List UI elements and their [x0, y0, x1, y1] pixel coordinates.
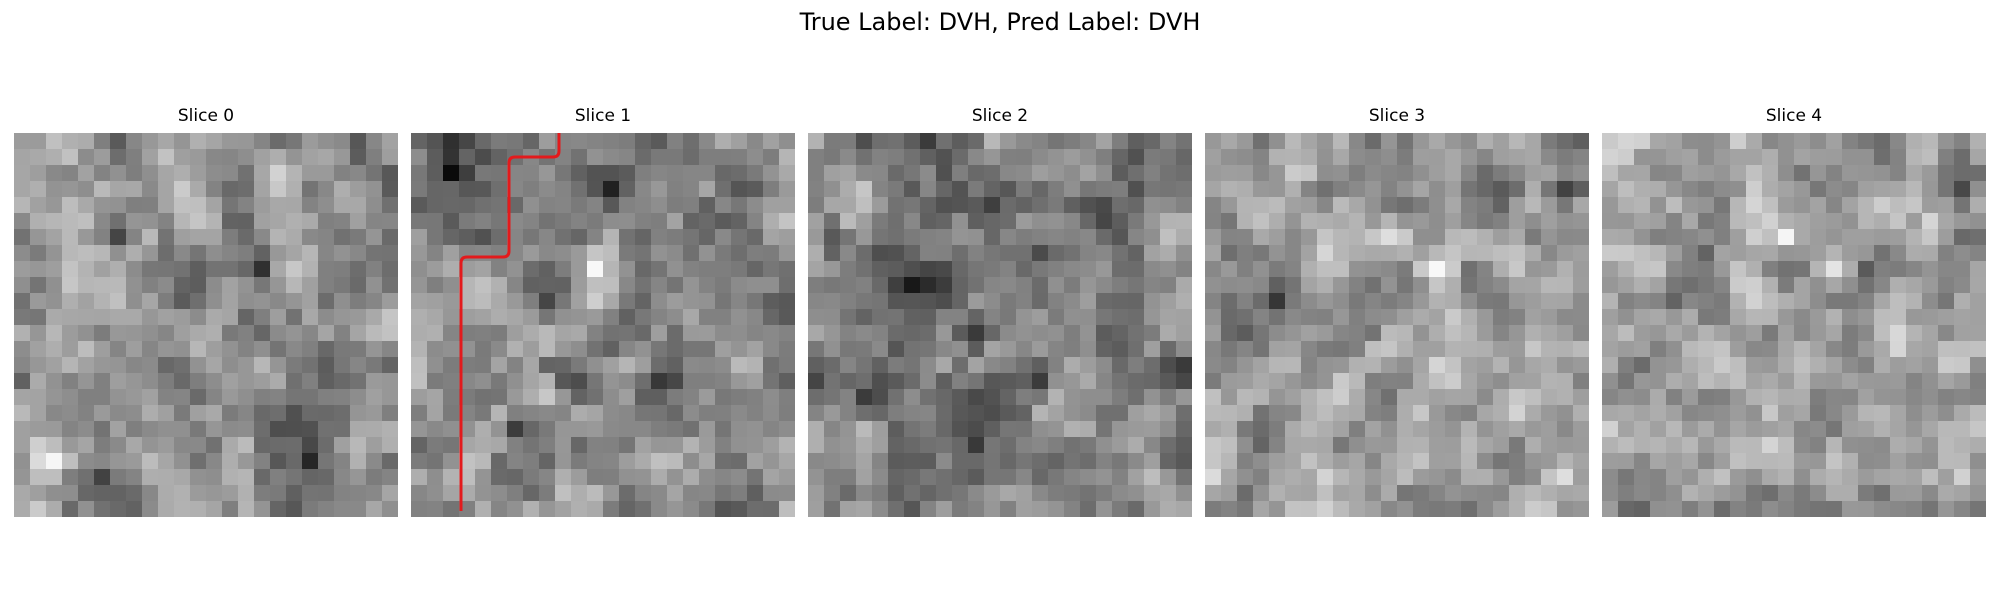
slice-panel-2: Slice 2	[808, 104, 1192, 520]
slice-title-3: Slice 3	[1368, 106, 1426, 126]
slice-panel-0: Slice 0	[14, 104, 398, 520]
slice-image-1	[411, 133, 795, 517]
figure-title: True Label: DVH, Pred Label: DVH	[799, 8, 1201, 36]
slice-title-4: Slice 4	[1765, 106, 1823, 126]
slice-title-1: Slice 1	[574, 106, 632, 126]
slice-title-2: Slice 2	[971, 106, 1029, 126]
slice-image-4	[1602, 133, 1986, 517]
slice-panel-4: Slice 4	[1602, 104, 1986, 520]
slice-image-0	[14, 133, 398, 517]
slice-panel-3: Slice 3	[1205, 104, 1589, 520]
slice-title-0: Slice 0	[177, 106, 235, 126]
slice-image-3	[1205, 133, 1589, 517]
slice-image-2	[808, 133, 1192, 517]
slice-panel-1: Slice 1	[411, 104, 795, 520]
